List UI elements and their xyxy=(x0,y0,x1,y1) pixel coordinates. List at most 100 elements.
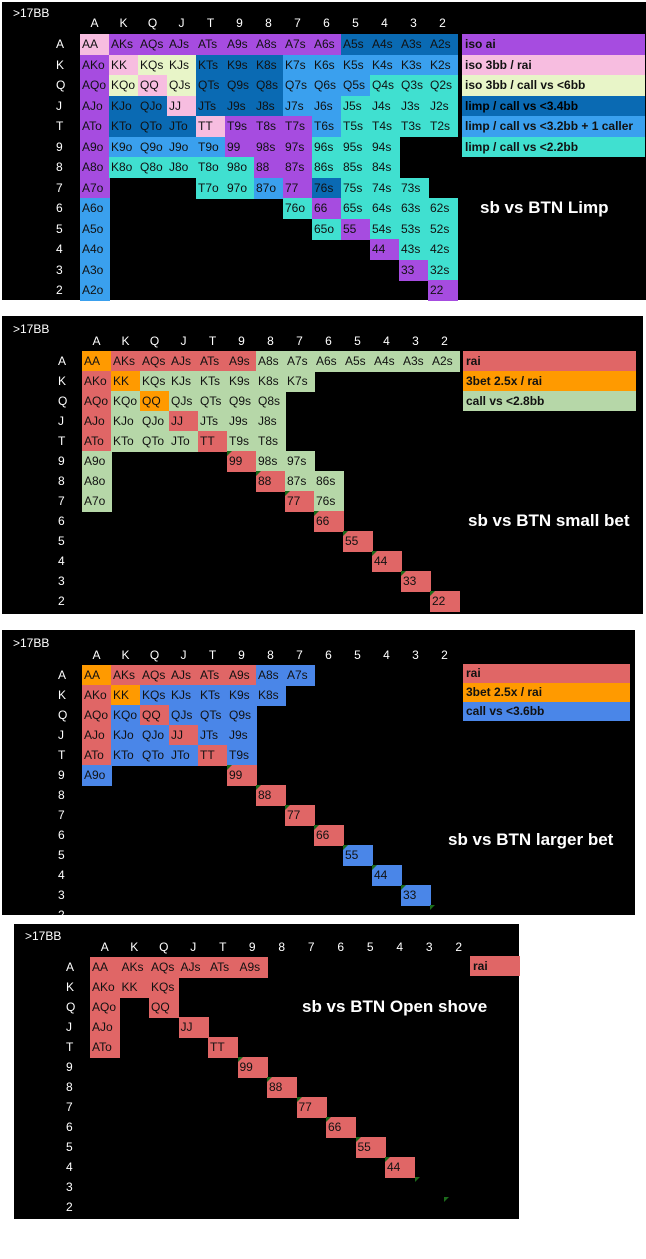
hand-cell-ATo: ATo xyxy=(80,116,110,137)
row-rank-2: 2 xyxy=(58,908,65,922)
column-rank-2: 2 xyxy=(441,334,448,348)
hand-cell-63s: 63s xyxy=(399,198,429,219)
row-rank-Q: Q xyxy=(66,1000,76,1014)
row-rank-3: 3 xyxy=(58,574,65,588)
hand-cell-65o: 65o xyxy=(312,218,342,240)
hand-cell-33: 33 xyxy=(399,259,429,281)
cell-corner-marker xyxy=(430,905,435,910)
cell-corner-marker xyxy=(372,865,377,870)
hand-cell-A3s: A3s xyxy=(401,351,431,372)
hand-cell-QTs: QTs xyxy=(198,391,228,412)
column-rank-A: A xyxy=(92,334,101,348)
hand-cell-55: 55 xyxy=(343,845,373,866)
row-rank-K: K xyxy=(58,374,67,388)
hand-cell-AKo: AKo xyxy=(82,685,112,706)
hand-cell-A7o: A7o xyxy=(82,491,112,512)
hand-cell-42s: 42s xyxy=(428,239,458,260)
hand-cell-A5s: A5s xyxy=(343,351,373,372)
cell-corner-marker xyxy=(401,571,406,576)
stack-label: >17BB xyxy=(25,929,62,943)
hand-cell-AJs: AJs xyxy=(178,957,209,978)
hand-cell-J2s: J2s xyxy=(428,95,458,117)
hand-cell-AJs: AJs xyxy=(169,351,199,372)
hand-cell-KJs: KJs xyxy=(169,371,199,392)
hand-cell-AQs: AQs xyxy=(149,957,179,978)
row-rank-5: 5 xyxy=(56,221,63,236)
hand-cell-AJs: AJs xyxy=(169,665,199,686)
hand-cell-QTs: QTs xyxy=(196,75,226,96)
range-caption: sb vs BTN Open shove xyxy=(302,997,488,1016)
hand-cell-62s: 62s xyxy=(428,198,458,219)
legend-item: limp / call vs <3.2bb + 1 caller xyxy=(462,116,645,137)
hand-cell-QQ: QQ xyxy=(140,705,170,726)
hand-cell-ATs: ATs xyxy=(208,957,238,978)
hand-cell-AA: AA xyxy=(90,957,120,978)
hand-cell-77: 77 xyxy=(285,491,315,512)
hand-cell-KTo: KTo xyxy=(111,745,141,766)
hand-cell-T8o: T8o xyxy=(196,157,226,178)
hand-cell-44: 44 xyxy=(370,239,400,260)
row-rank-J: J xyxy=(58,414,64,428)
hand-cell-KK: KK xyxy=(119,977,150,998)
hand-cell-J8o: J8o xyxy=(167,157,197,178)
cell-corner-marker xyxy=(296,1097,302,1102)
column-rank-4: 4 xyxy=(383,648,390,662)
hand-cell-ATo: ATo xyxy=(90,1037,120,1058)
legend-item: call vs <3.6bb xyxy=(463,702,630,721)
hand-cell-A6s: A6s xyxy=(312,34,342,55)
column-rank-5: 5 xyxy=(354,648,361,662)
hand-cell-KTo: KTo xyxy=(109,116,139,137)
hand-cell-96s: 96s xyxy=(312,136,342,158)
legend-item: rai xyxy=(463,351,636,371)
hand-cell-KK: KK xyxy=(111,685,141,706)
hand-cell-94s: 94s xyxy=(370,136,400,158)
row-rank-K: K xyxy=(58,688,67,702)
hand-cell-76s: 76s xyxy=(314,491,344,512)
cell-corner-marker xyxy=(326,1117,331,1122)
hand-cell-43s: 43s xyxy=(399,239,429,260)
hand-cell-99: 99 xyxy=(227,765,257,786)
column-rank-T: T xyxy=(208,648,217,662)
column-rank-8: 8 xyxy=(267,334,274,348)
hand-cell-AKo: AKo xyxy=(80,54,110,76)
row-rank-4: 4 xyxy=(66,1160,73,1174)
column-rank-Q: Q xyxy=(149,648,160,662)
column-rank-4: 4 xyxy=(396,940,404,954)
column-rank-J: J xyxy=(178,16,185,30)
column-rank-T: T xyxy=(219,940,227,954)
hand-cell-86s: 86s xyxy=(314,471,344,492)
hand-cell-55: 55 xyxy=(341,218,371,240)
column-rank-3: 3 xyxy=(412,334,419,348)
hand-cell-87o: 87o xyxy=(254,177,284,199)
hand-cell-KK: KK xyxy=(111,371,141,392)
cell-corner-marker xyxy=(227,765,232,770)
hand-cell-Q9s: Q9s xyxy=(227,391,257,412)
column-rank-K: K xyxy=(121,648,130,662)
hand-cell-JTo: JTo xyxy=(169,431,199,452)
row-rank-8: 8 xyxy=(58,474,65,488)
hand-cell-T8s: T8s xyxy=(254,116,284,137)
legend-item: call vs <2.8bb xyxy=(463,391,636,411)
column-rank-J: J xyxy=(190,940,197,954)
hand-cell-J5s: J5s xyxy=(341,95,371,117)
hand-cell-KQs: KQs xyxy=(138,54,168,76)
column-rank-J: J xyxy=(180,334,187,348)
cell-corner-marker xyxy=(430,591,435,596)
hand-cell-65s: 65s xyxy=(341,198,371,219)
hand-cell-32s: 32s xyxy=(428,259,458,281)
column-rank-5: 5 xyxy=(366,940,374,954)
hand-cell-A5o: A5o xyxy=(80,218,110,240)
hand-cell-QJs: QJs xyxy=(169,391,199,412)
hand-cell-99: 99 xyxy=(227,451,257,472)
hand-cell-66: 66 xyxy=(314,511,344,532)
hand-cell-73s: 73s xyxy=(399,177,429,199)
row-rank-9: 9 xyxy=(66,1060,73,1074)
legend-item: iso ai xyxy=(462,34,645,55)
row-rank-6: 6 xyxy=(66,1120,73,1134)
hand-cell-87s: 87s xyxy=(283,157,313,178)
column-rank-K: K xyxy=(130,940,139,954)
hand-cell-77: 77 xyxy=(283,177,313,199)
hand-cell-TT: TT xyxy=(208,1037,238,1058)
hand-cell-88: 88 xyxy=(256,471,286,492)
hand-cell-A2s: A2s xyxy=(430,351,460,372)
